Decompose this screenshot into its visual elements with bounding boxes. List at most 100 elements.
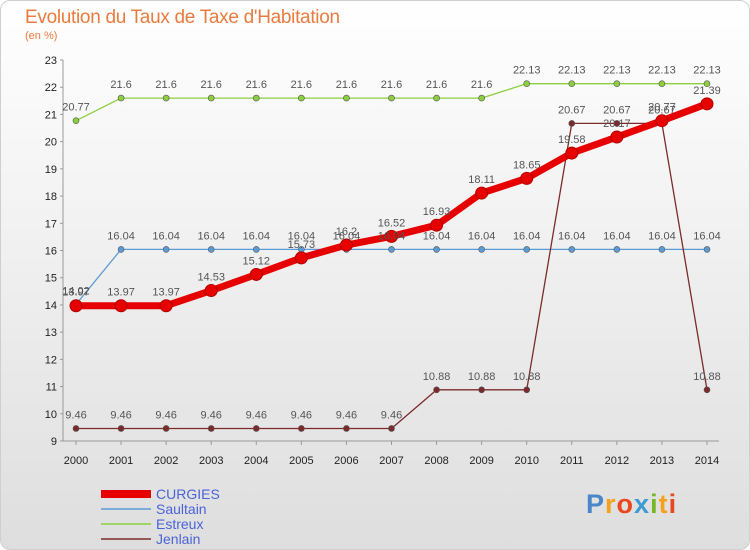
data-point — [568, 80, 576, 87]
data-point — [478, 386, 485, 394]
data-label: 13.97 — [62, 287, 90, 299]
data-point — [388, 94, 395, 102]
data-point — [430, 218, 444, 232]
y-tick-label: 21 — [45, 109, 57, 121]
legend-label: CURGIES — [156, 486, 220, 502]
data-label: 16.04 — [333, 230, 361, 242]
data-point — [294, 251, 308, 265]
data-point — [159, 299, 173, 313]
data-label: 13.97 — [107, 287, 135, 299]
data-point — [207, 425, 215, 432]
data-point — [252, 246, 260, 253]
data-label: 15.73 — [288, 239, 316, 251]
x-tick-label: 2008 — [424, 455, 448, 467]
data-point — [475, 186, 489, 200]
data-label: 10.88 — [513, 371, 541, 383]
data-point — [69, 299, 83, 313]
data-label: 21.6 — [201, 79, 222, 91]
data-point — [523, 386, 531, 394]
data-label: 21.6 — [336, 79, 357, 91]
data-point — [520, 171, 534, 185]
y-tick-label: 18 — [45, 191, 57, 203]
data-point — [613, 80, 621, 87]
legend-label: Saultain — [156, 501, 207, 517]
data-label: 9.46 — [201, 409, 222, 421]
data-point — [117, 425, 125, 432]
data-point — [568, 246, 576, 253]
y-tick-label: 15 — [45, 273, 57, 285]
data-point — [298, 425, 305, 432]
y-tick-label: 11 — [46, 382, 57, 394]
x-tick-label: 2006 — [334, 455, 358, 467]
data-label: 18.65 — [513, 159, 541, 171]
data-label: 21.6 — [471, 79, 492, 91]
data-label: 22.13 — [558, 65, 586, 77]
data-label: 21.6 — [155, 79, 176, 91]
data-label: 9.46 — [291, 409, 312, 421]
y-tick-label: 13 — [45, 327, 57, 339]
data-point — [613, 246, 621, 253]
data-point — [700, 97, 714, 111]
data-point — [162, 94, 170, 102]
data-point — [162, 246, 170, 253]
data-point — [565, 146, 579, 160]
y-tick-label: 9 — [51, 436, 57, 448]
data-label: 21.6 — [381, 79, 402, 91]
data-point — [388, 246, 395, 253]
data-label: 10.88 — [693, 371, 721, 383]
data-point — [117, 246, 125, 253]
data-label: 16.04 — [423, 230, 451, 242]
data-label: 9.46 — [110, 409, 131, 421]
data-label: 16.52 — [378, 217, 406, 229]
y-tick-label: 19 — [45, 164, 57, 176]
data-point — [385, 229, 398, 243]
data-label: 10.88 — [423, 371, 451, 383]
data-point — [252, 94, 260, 102]
data-point — [117, 94, 125, 102]
proxiti-logo: Proxiti — [586, 489, 678, 519]
data-label: 16.04 — [378, 230, 406, 242]
data-label: 18.11 — [468, 174, 495, 186]
data-point — [703, 80, 711, 87]
data-point — [343, 94, 350, 102]
x-tick-label: 2002 — [154, 455, 178, 467]
y-tick-label: 10 — [45, 409, 57, 421]
legend-label: Estreux — [156, 516, 203, 532]
data-label: 9.46 — [246, 409, 267, 421]
data-point — [658, 80, 666, 87]
data-point — [114, 299, 128, 313]
data-label: 13.97 — [152, 287, 180, 299]
legend-label: Jenlain — [156, 531, 200, 547]
data-point — [433, 386, 440, 394]
data-label: 20.67 — [558, 104, 586, 116]
data-label: 9.46 — [155, 409, 176, 421]
data-label: 16.04 — [693, 230, 721, 242]
x-tick-label: 2011 — [560, 455, 584, 467]
data-point — [658, 246, 666, 253]
y-unit-label: (en %) — [25, 30, 58, 42]
y-tick-label: 20 — [45, 137, 57, 149]
x-tick-label: 2001 — [109, 455, 133, 467]
data-label: 20.77 — [648, 102, 676, 114]
y-tick-label: 16 — [45, 246, 57, 258]
data-point — [388, 425, 395, 432]
data-label: 21.6 — [110, 79, 131, 91]
x-tick-label: 2000 — [64, 455, 88, 467]
y-tick-label: 22 — [45, 82, 57, 94]
data-point — [523, 80, 531, 87]
x-tick-label: 2009 — [469, 455, 493, 467]
data-label: 16.04 — [288, 230, 316, 242]
data-point — [703, 246, 711, 253]
data-label: 19.58 — [558, 134, 586, 146]
data-point — [162, 425, 170, 432]
data-label: 22.13 — [648, 65, 676, 77]
data-label: 22.13 — [603, 65, 631, 77]
data-label: 22.13 — [693, 65, 721, 77]
data-label: 16.04 — [558, 230, 586, 242]
data-point — [204, 284, 218, 298]
data-point — [523, 246, 531, 253]
data-point — [339, 238, 353, 252]
data-point — [433, 246, 440, 253]
chart-title: Evolution du Taux de Taxe d'Habitation — [25, 7, 340, 28]
